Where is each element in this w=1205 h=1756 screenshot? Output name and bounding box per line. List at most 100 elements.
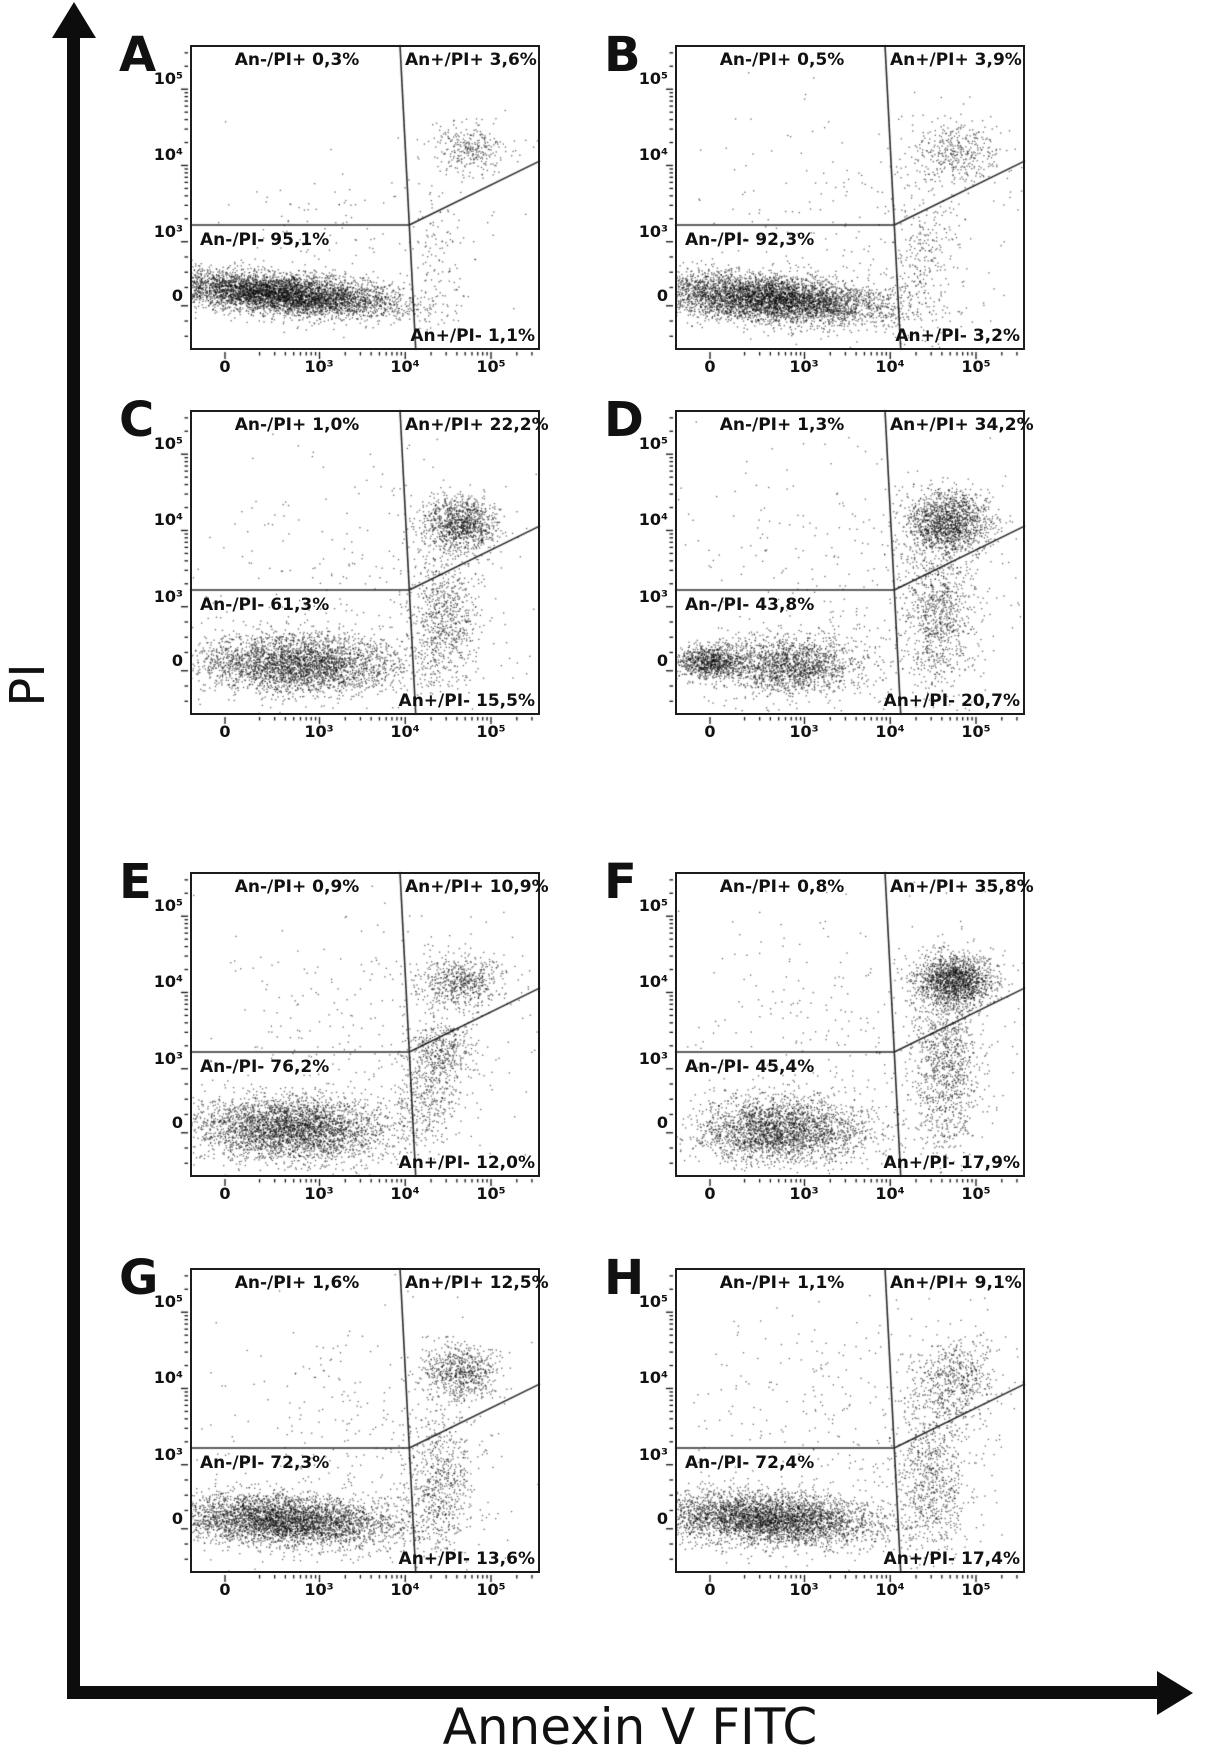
y-tick-label-1e4: 10⁴: [153, 510, 183, 529]
x-axis-arrow-line: [67, 1686, 1159, 1699]
quadrant-label-an-neg-pi-pos: An-/PI+ 0,8%: [719, 877, 845, 897]
y-tick-label-1e4: 10⁴: [638, 510, 668, 529]
x-tick-label-0: 0: [219, 1184, 231, 1203]
dotplot-panel: H 10⁵ 10⁴ 10³ 0 0 10³ 10⁴ 10⁵ An-/PI+ 1,…: [590, 1250, 1062, 1618]
x-tick-label-1e5: 10⁵: [961, 357, 991, 376]
y-tick-label-1e3: 10³: [638, 1445, 668, 1464]
quadrant-label-an-neg-pi-neg: An-/PI- 45,4%: [685, 1057, 815, 1077]
panel-letter: C: [119, 392, 155, 448]
y-tick-label-1e5: 10⁵: [153, 69, 183, 88]
x-tick-label-1e3: 10³: [304, 1580, 334, 1599]
panel-letter: G: [119, 1250, 159, 1306]
y-tick-label-1e4: 10⁴: [153, 972, 183, 991]
x-tick-label-1e3: 10³: [304, 357, 334, 376]
y-tick-label-1e3: 10³: [153, 587, 183, 606]
plot-area: An-/PI+ 0,5% An+/PI+ 3,9% An-/PI- 92,3% …: [675, 45, 1025, 350]
dotplot-panel: B 10⁵ 10⁴ 10³ 0 0 10³ 10⁴ 10⁵ An-/PI+ 0,…: [590, 27, 1062, 395]
dotplot-panel: E 10⁵ 10⁴ 10³ 0 0 10³ 10⁴ 10⁵ An-/PI+ 0,…: [105, 854, 577, 1222]
y-tick-label-1e5: 10⁵: [638, 1292, 668, 1311]
x-tick-label-1e4: 10⁴: [390, 357, 420, 376]
panel-letter: B: [604, 27, 641, 83]
y-tick-label-1e3: 10³: [638, 587, 668, 606]
quadrant-label-an-neg-pi-neg: An-/PI- 61,3%: [200, 595, 330, 615]
y-tick-label-0: 0: [171, 1113, 183, 1132]
panel-letter: H: [604, 1250, 645, 1306]
quadrant-label-an-neg-pi-neg: An-/PI- 92,3%: [685, 230, 815, 250]
quadrant-label-an-pos-pi-pos: An+/PI+ 22,2%: [405, 415, 549, 435]
scatter-canvas: [105, 35, 577, 395]
plot-area: An-/PI+ 1,0% An+/PI+ 22,2% An-/PI- 61,3%…: [190, 410, 549, 715]
x-tick-label-0: 0: [704, 357, 716, 376]
y-tick-label-0: 0: [656, 1113, 668, 1132]
plot-area: An-/PI+ 1,3% An+/PI+ 34,2% An-/PI- 43,8%…: [675, 410, 1034, 715]
x-tick-label-1e3: 10³: [789, 1580, 819, 1599]
x-tick-label-1e3: 10³: [789, 1184, 819, 1203]
scatter-canvas: [590, 1258, 1062, 1618]
quadrant-label-an-pos-pi-neg: An+/PI- 3,2%: [895, 326, 1020, 346]
y-tick-label-1e4: 10⁴: [638, 972, 668, 991]
x-tick-label-1e5: 10⁵: [476, 357, 506, 376]
y-tick-label-1e5: 10⁵: [638, 69, 668, 88]
quadrant-label-an-pos-pi-pos: An+/PI+ 10,9%: [405, 877, 549, 897]
quadrant-label-an-neg-pi-neg: An-/PI- 72,4%: [685, 1453, 815, 1473]
quadrant-label-an-pos-pi-pos: An+/PI+ 3,6%: [405, 50, 537, 70]
y-tick-label-1e5: 10⁵: [153, 434, 183, 453]
x-tick-label-1e5: 10⁵: [961, 1580, 991, 1599]
quadrant-label-an-neg-pi-pos: An-/PI+ 1,0%: [234, 415, 360, 435]
y-tick-label-0: 0: [656, 651, 668, 670]
y-tick-label-0: 0: [171, 286, 183, 305]
panel-letter: D: [604, 392, 644, 448]
quadrant-label-an-pos-pi-pos: An+/PI+ 12,5%: [405, 1273, 549, 1293]
quadrant-label-an-neg-pi-neg: An-/PI- 72,3%: [200, 1453, 330, 1473]
quadrant-label-an-pos-pi-neg: An+/PI- 15,5%: [398, 691, 535, 711]
quadrant-label-an-neg-pi-pos: An-/PI+ 0,9%: [234, 877, 360, 897]
quadrant-label-an-pos-pi-neg: An+/PI- 17,4%: [883, 1549, 1020, 1569]
x-tick-label-1e4: 10⁴: [875, 1580, 905, 1599]
quadrant-label-an-pos-pi-neg: An+/PI- 13,6%: [398, 1549, 535, 1569]
x-tick-label-1e5: 10⁵: [961, 722, 991, 741]
quadrant-label-an-neg-pi-pos: An-/PI+ 1,3%: [719, 415, 845, 435]
quadrant-label-an-pos-pi-pos: An+/PI+ 34,2%: [890, 415, 1034, 435]
y-tick-label-0: 0: [171, 1509, 183, 1528]
y-tick-label-1e5: 10⁵: [153, 1292, 183, 1311]
plot-area: An-/PI+ 1,6% An+/PI+ 12,5% An-/PI- 72,3%…: [190, 1268, 549, 1573]
x-axis-arrow-head-icon: [1157, 1671, 1193, 1715]
x-tick-label-0: 0: [219, 357, 231, 376]
panel-letter: E: [119, 854, 152, 910]
y-tick-label-1e4: 10⁴: [153, 1368, 183, 1387]
quadrant-label-an-neg-pi-pos: An-/PI+ 1,1%: [719, 1273, 845, 1293]
y-axis-arrow-head-icon: [52, 2, 96, 38]
plot-area: An-/PI+ 0,3% An+/PI+ 3,6% An-/PI- 95,1% …: [190, 45, 540, 350]
scatter-canvas: [105, 862, 577, 1222]
quadrant-label-an-pos-pi-pos: An+/PI+ 9,1%: [890, 1273, 1022, 1293]
x-tick-label-1e4: 10⁴: [875, 722, 905, 741]
quadrant-label-an-neg-pi-pos: An-/PI+ 0,3%: [234, 50, 360, 70]
quadrant-label-an-neg-pi-neg: An-/PI- 76,2%: [200, 1057, 330, 1077]
x-tick-label-0: 0: [219, 1580, 231, 1599]
panel-letter: A: [119, 27, 157, 83]
y-tick-label-0: 0: [656, 1509, 668, 1528]
quadrant-label-an-pos-pi-pos: An+/PI+ 35,8%: [890, 877, 1034, 897]
x-tick-label-1e3: 10³: [304, 1184, 334, 1203]
plot-area: An-/PI+ 0,8% An+/PI+ 35,8% An-/PI- 45,4%…: [675, 872, 1034, 1177]
y-tick-label-1e5: 10⁵: [153, 896, 183, 915]
y-tick-label-1e3: 10³: [153, 1445, 183, 1464]
quadrant-label-an-neg-pi-pos: An-/PI+ 1,6%: [234, 1273, 360, 1293]
y-tick-label-1e3: 10³: [153, 222, 183, 241]
y-tick-label-1e4: 10⁴: [153, 145, 183, 164]
y-axis-arrow-line: [67, 36, 80, 1698]
x-tick-label-0: 0: [704, 1184, 716, 1203]
x-tick-label-1e4: 10⁴: [390, 1184, 420, 1203]
y-tick-label-0: 0: [171, 651, 183, 670]
y-tick-label-1e3: 10³: [153, 1049, 183, 1068]
x-tick-label-1e4: 10⁴: [875, 357, 905, 376]
quadrant-label-an-neg-pi-neg: An-/PI- 95,1%: [200, 230, 330, 250]
plot-area: An-/PI+ 1,1% An+/PI+ 9,1% An-/PI- 72,4% …: [675, 1268, 1025, 1573]
x-tick-label-1e3: 10³: [789, 722, 819, 741]
panel-letter: F: [604, 854, 637, 910]
plot-area: An-/PI+ 0,9% An+/PI+ 10,9% An-/PI- 76,2%…: [190, 872, 549, 1177]
dotplot-panel: C 10⁵ 10⁴ 10³ 0 0 10³ 10⁴ 10⁵ An-/PI+ 1,…: [105, 392, 577, 760]
x-tick-label-1e4: 10⁴: [875, 1184, 905, 1203]
quadrant-label-an-pos-pi-pos: An+/PI+ 3,9%: [890, 50, 1022, 70]
